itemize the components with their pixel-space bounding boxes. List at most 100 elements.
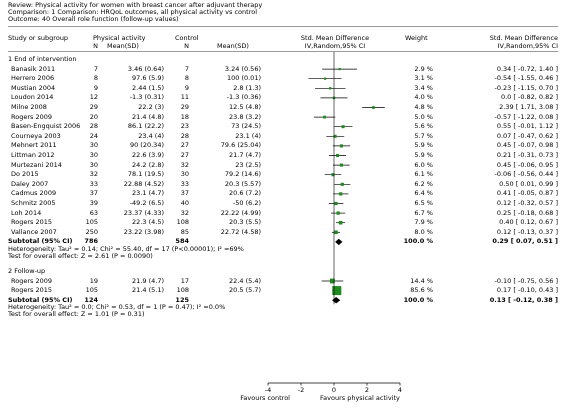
- effect-marker: [334, 201, 338, 206]
- col-ctl-group: Control: [175, 34, 199, 42]
- heterogeneity-text: Heterogeneity: Tau² = 0.0; Chi² = 0.53, …: [8, 303, 226, 312]
- col-smd2-method: IV,Random,95% CI: [497, 42, 558, 50]
- overall-effect-text: Test for overall effect: Z = 1.01 (P = 0…: [8, 310, 145, 319]
- ctl-mean-sd: 20.5 (5.7): [229, 286, 261, 295]
- study-name: Schmitz 2005: [11, 199, 56, 207]
- ctl-mean-sd: 73 (24.5): [231, 122, 261, 131]
- study-ci: 0.21 [ -0.31, 0.73 ]: [496, 151, 558, 159]
- study-ci: -0.54 [ -1.55, 0.46 ]: [494, 74, 558, 83]
- study-weight: 85.6 %: [410, 286, 433, 295]
- outcome-title: Outcome: 40 Overall role function (follo…: [8, 15, 179, 23]
- ctl-n: 30: [180, 170, 189, 179]
- pa-mean-sd: 23.4 (4): [138, 131, 164, 140]
- pa-n: 12: [89, 93, 98, 102]
- ctl-n: 28: [180, 131, 189, 140]
- study-ci: 0.41 [ -0.05, 0.87 ]: [496, 189, 558, 198]
- subtotal-pa-n: 124: [84, 295, 98, 304]
- pa-n: 8: [93, 74, 98, 83]
- study-ci: 0.0 [ -0.82, 0.82 ]: [500, 93, 558, 102]
- study-ci: 0.55 [ -0.01, 1.12 ]: [496, 122, 558, 131]
- ctl-mean-sd: 20.3 (5.5): [229, 218, 261, 227]
- top-rule: [8, 26, 558, 27]
- effect-marker: [332, 286, 342, 296]
- pa-mean-sd: 2.44 (1.5): [132, 83, 164, 92]
- study-ci: 0.17 [ -0.10, 0.43 ]: [496, 286, 558, 295]
- ctl-n: 29: [180, 103, 189, 111]
- subtotal-diamond: [332, 297, 341, 304]
- col-pa-n: N: [93, 42, 98, 50]
- col-smd-method: IV,Random,95% CI: [304, 42, 366, 50]
- col-pa-mean: Mean(SD): [107, 42, 139, 50]
- study-weight: 5.9 %: [414, 141, 433, 150]
- ctl-mean-sd: 22.72 (4.58): [220, 227, 261, 236]
- pa-mean-sd: -49.2 (6.5): [129, 199, 164, 207]
- col-study: Study or subgroup: [8, 34, 69, 42]
- study-weight: 6.2 %: [414, 179, 433, 188]
- ctl-mean-sd: 23.1 (4): [235, 131, 261, 140]
- pa-mean-sd: 22.2 (3): [138, 103, 164, 111]
- effect-marker: [329, 87, 332, 90]
- ctl-n: 40: [180, 199, 189, 207]
- pa-n: 30: [89, 141, 98, 150]
- pa-n: 250: [85, 227, 98, 236]
- study-weight: 5.9 %: [414, 151, 433, 159]
- pa-mean-sd: 3.46 (0.64): [127, 64, 164, 73]
- favours-control-label: Favours control: [240, 394, 290, 402]
- effect-marker: [336, 211, 340, 215]
- study-weight: 3.4 %: [414, 83, 433, 92]
- subtotal-ctl-n: 584: [175, 237, 189, 246]
- ctl-n: 27: [180, 141, 189, 150]
- ctl-n: 23: [180, 122, 189, 131]
- effect-marker: [323, 77, 327, 80]
- pa-mean-sd: 24.2 (2.8): [132, 160, 164, 169]
- study-weight: 6.5 %: [414, 199, 433, 207]
- pa-mean-sd: 97.6 (5.9): [132, 74, 164, 83]
- study-weight: 5.6 %: [414, 122, 433, 131]
- study-weight: 3.1 %: [414, 74, 433, 83]
- col-smd: Std. Mean Difference: [300, 34, 370, 42]
- pa-mean-sd: 78.1 (19.5): [127, 170, 164, 179]
- study-name: Basen-Engquist 2006: [11, 122, 81, 131]
- pa-mean-sd: 21.4 (5.1): [132, 286, 164, 295]
- ctl-n: 108: [176, 218, 189, 227]
- pa-mean-sd: 86.1 (22.2): [127, 122, 164, 131]
- study-ci: -0.23 [ -1.15, 0.70 ]: [494, 83, 558, 92]
- effect-marker: [338, 68, 341, 71]
- study-ci: 0.34 [ -0.72, 1.40 ]: [496, 64, 558, 73]
- ctl-mean-sd: 22.4 (5.4): [229, 276, 261, 285]
- study-name: Mehnert 2011: [11, 141, 57, 150]
- pa-n: 105: [85, 218, 98, 227]
- pa-mean-sd: 21.9 (4.7): [132, 276, 164, 285]
- study-ci: -0.10 [ -0.75, 0.56 ]: [494, 276, 558, 285]
- ctl-n: 7: [184, 64, 189, 73]
- x-tick-label: -2: [297, 386, 305, 394]
- study-ci: 2.39 [ 1.71, 3.08 ]: [499, 103, 558, 111]
- study-weight: 7.9 %: [414, 218, 433, 227]
- study-ci: 0.40 [ 0.12, 0.67 ]: [499, 218, 558, 227]
- ctl-mean-sd: 22.22 (4.99): [220, 208, 261, 217]
- ctl-n: 33: [180, 179, 189, 188]
- effect-marker: [323, 115, 327, 119]
- subtotal-weight: 100.0 %: [403, 237, 433, 246]
- subgroup-title: 2 Follow-up: [8, 266, 46, 275]
- col-ctl-n: N: [184, 42, 189, 50]
- col-ctl-mean: Mean(SD): [217, 42, 249, 50]
- subtotal-ctl-n: 125: [175, 295, 189, 304]
- study-weight: 6.1 %: [414, 170, 433, 179]
- pa-n: 29: [89, 103, 98, 111]
- comparison-title: Comparison: 1 Comparison: HRQoL outcomes…: [8, 8, 258, 16]
- effect-marker: [339, 163, 343, 167]
- study-ci: 0.45 [ -0.06, 0.95 ]: [496, 160, 558, 169]
- study-ci: 0.12 [ -0.32, 0.57 ]: [496, 199, 558, 207]
- pa-n: 30: [89, 160, 98, 169]
- ctl-mean-sd: 3.24 (0.56): [224, 64, 261, 73]
- pa-n: 37: [89, 189, 98, 198]
- effect-marker: [339, 144, 343, 148]
- pa-mean-sd: 22.3 (4.5): [132, 218, 164, 227]
- effect-marker: [372, 106, 375, 109]
- col-pa-group: Physical activity: [93, 34, 146, 42]
- pa-n: 19: [89, 276, 98, 285]
- study-name: Milne 2008: [11, 103, 47, 111]
- study-weight: 14.4 %: [410, 276, 433, 285]
